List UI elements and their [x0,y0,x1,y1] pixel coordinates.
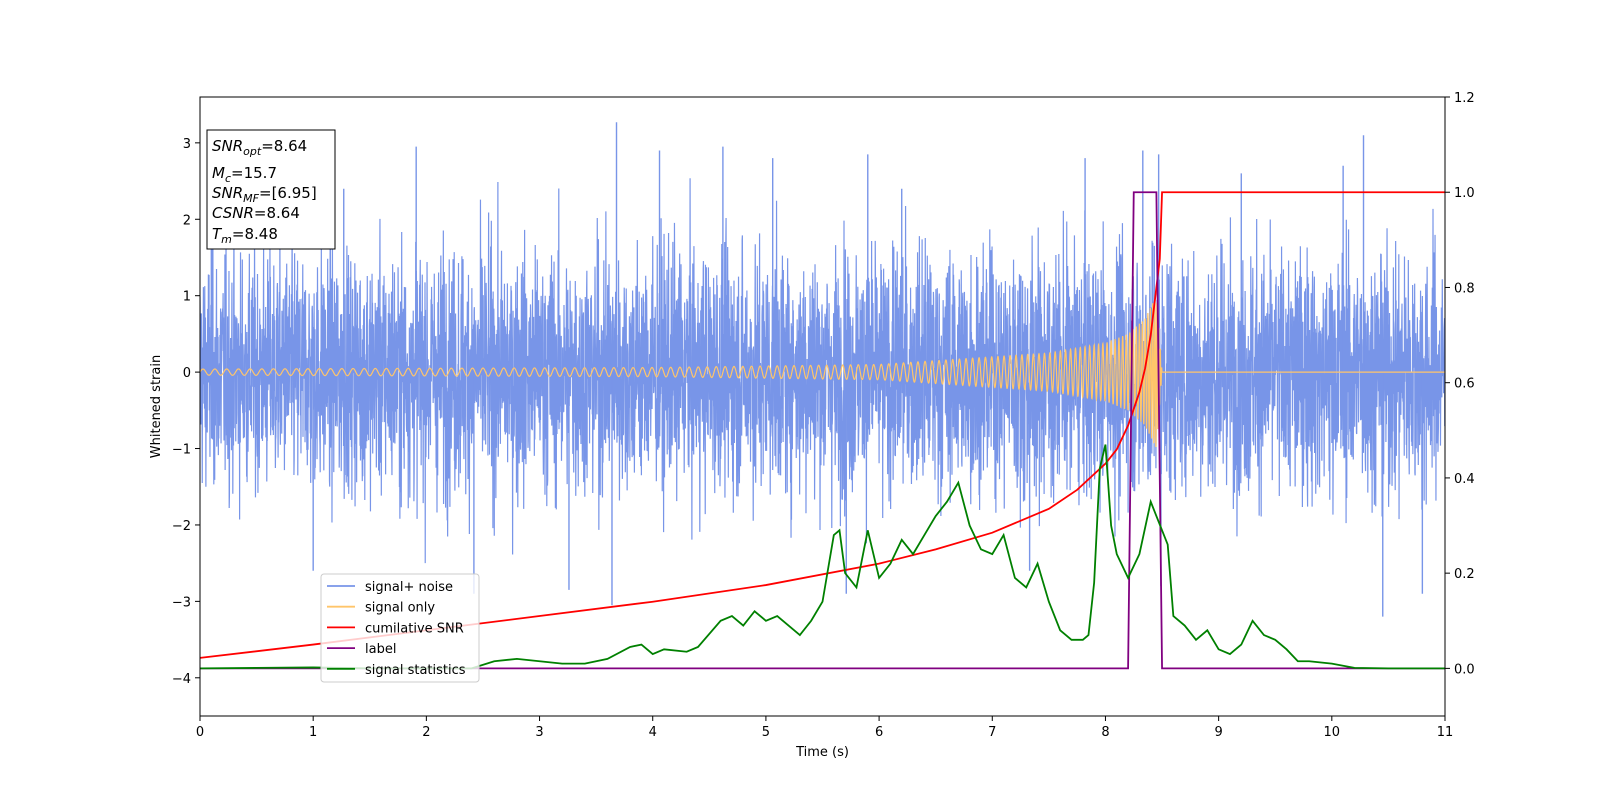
x-tick-label: 2 [422,725,430,740]
y-tick-left-label: 0 [183,366,191,381]
x-tick-label: 4 [649,725,657,740]
legend: signal+ noise signal only cumilative SNR la… [320,573,480,683]
x-tick-label: 10 [1324,725,1341,740]
x-axis: 0 1 2 3 4 5 6 7 8 9 10 11 [196,716,1453,740]
legend-label: signal only [365,601,435,616]
y-tick-left-label: 3 [183,137,191,152]
y-tick-left-label: −4 [172,672,191,687]
x-tick-label: 3 [535,725,543,740]
series-signal-noise-line [200,178,1445,564]
y-axis-label: Whitened strain [149,355,164,458]
annotation-csnr: CSNR=8.64 [212,204,300,222]
y-axis-left: −4 −3 −2 −1 0 1 2 3 [172,137,200,687]
legend-frame [320,573,480,683]
legend-label: cumilative SNR [365,621,464,636]
x-tick-label: 7 [988,725,996,740]
legend-label: signal statistics [365,663,466,678]
annotation-frame [206,129,336,250]
series-cumulative-snr-line [200,191,1445,659]
legend-label: label [365,642,396,657]
legend-item: signal statistics [327,663,466,678]
y-axis-right: 0.0 0.2 0.4 0.6 0.8 1.0 1.2 [1445,91,1475,677]
y-tick-right-label: 1.0 [1454,186,1475,201]
axes-frame [199,96,1446,717]
y-tick-left-label: −1 [172,443,191,458]
annotation-snr-opt: SNRopt=8.64 [212,137,307,158]
series-label-line [200,191,1445,670]
legend-label: signal+ noise [365,580,453,595]
y-tick-left-label: 2 [183,213,191,228]
y-tick-right-label: 0.0 [1454,662,1475,677]
legend-item: cumilative SNR [327,621,464,636]
y-tick-right-label: 0.4 [1454,472,1475,487]
annotation-tm: Tm=8.48 [212,225,278,246]
y-tick-right-label: 0.8 [1454,281,1475,296]
annotation-mc: Mc=15.7 [212,164,277,185]
x-tick-label: 8 [1101,725,1109,740]
legend-item: signal only [327,601,435,616]
legend-item: label [327,642,396,657]
annotation-snr-mf: SNRMF=[6.95] [212,184,317,205]
y-tick-right-label: 1.2 [1454,91,1475,106]
x-tick-label: 0 [196,725,204,740]
x-axis-label: Time (s) [795,745,849,760]
series-signal-statistics-line [200,444,1445,670]
y-tick-right-label: 0.2 [1454,567,1475,582]
x-tick-label: 1 [309,725,317,740]
y-tick-left-label: 1 [183,290,191,305]
x-tick-label: 9 [1214,725,1222,740]
x-tick-label: 6 [875,725,883,740]
x-tick-label: 11 [1437,725,1454,740]
plot-area [200,122,1445,670]
series-signal-noise-peaks [210,122,1424,617]
y-tick-left-label: −2 [172,519,191,534]
series-signal-only-line [200,298,1445,447]
x-tick-label: 5 [762,725,770,740]
y-tick-left-label: −3 [172,595,191,610]
y-tick-right-label: 0.6 [1454,377,1475,392]
legend-item: signal+ noise [327,580,453,595]
